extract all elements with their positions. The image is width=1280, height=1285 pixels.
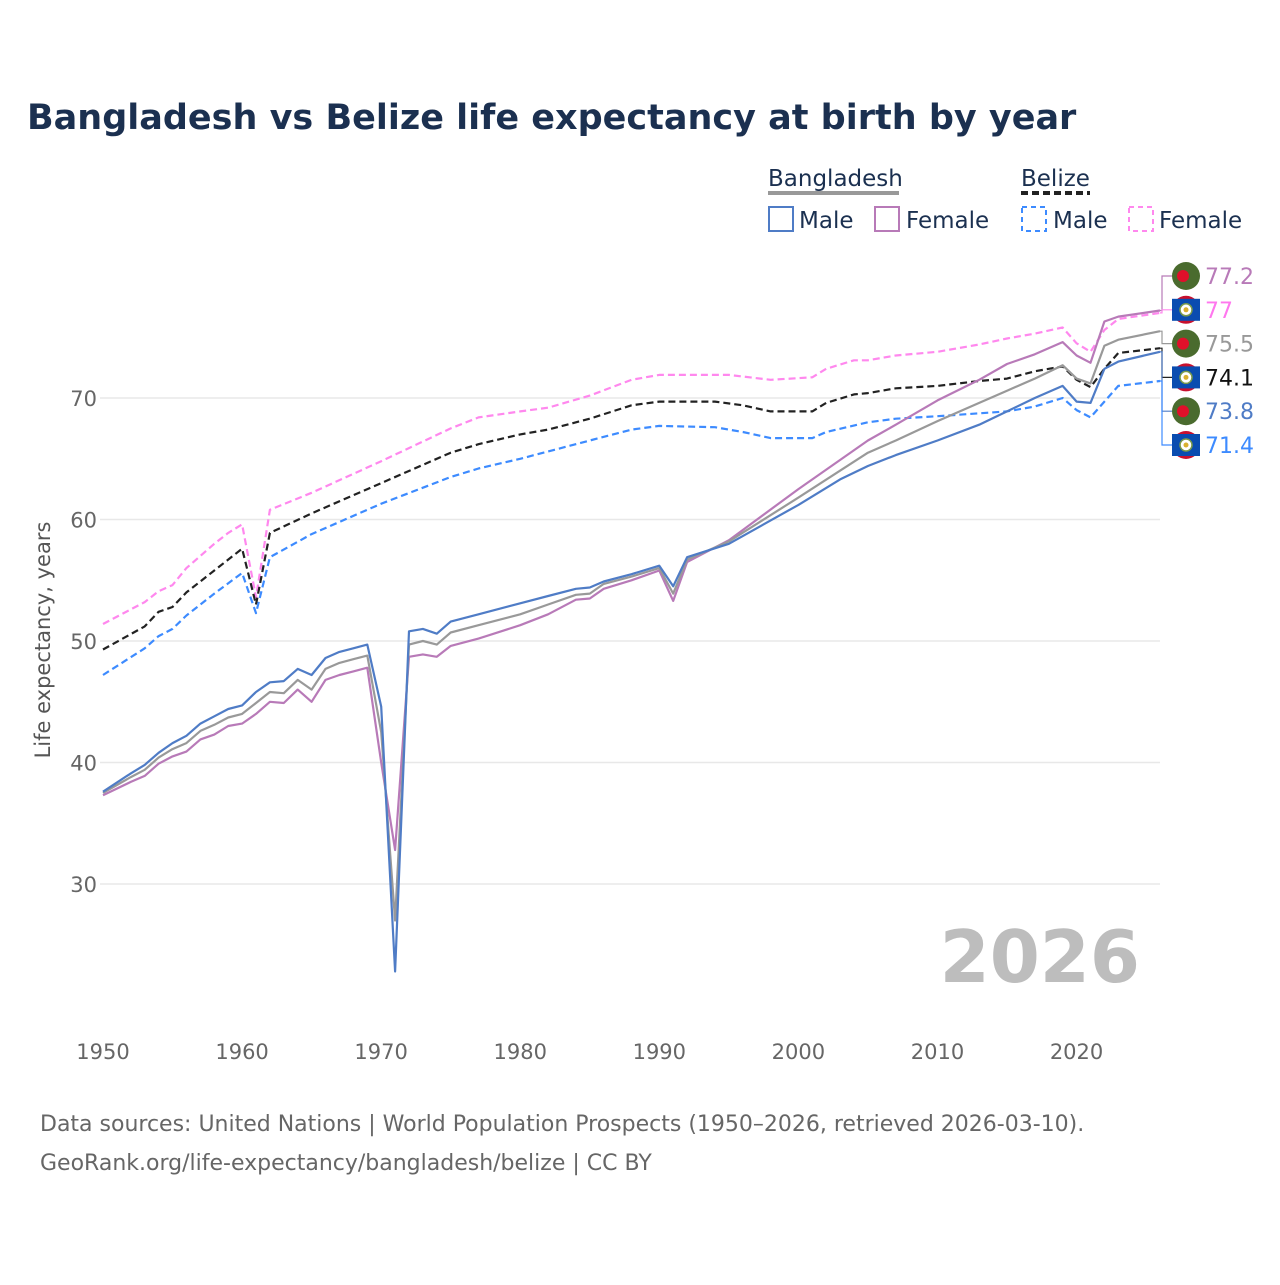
x-axis: 1950 1960 1970 1980 1990 2000 2010 2020: [76, 1040, 1103, 1064]
legend-group-bangladesh: Bangladesh: [768, 166, 903, 192]
x-tick-label: 1970: [354, 1040, 407, 1064]
legend-label: Female: [906, 208, 989, 234]
legend-item-belize-female[interactable]: Female: [1128, 206, 1242, 234]
legend-label: Female: [1159, 208, 1242, 234]
x-tick-label: 1980: [494, 1040, 547, 1064]
series-line-bd_f[interactable]: [102, 309, 1161, 852]
legend-swatch: [1128, 206, 1154, 232]
x-tick-label: 2000: [772, 1040, 825, 1064]
x-tick-label: 2020: [1050, 1040, 1103, 1064]
belize-flag-icon: [1172, 363, 1200, 392]
series-line-bd_t[interactable]: [102, 330, 1161, 922]
y-tick-label: 60: [70, 509, 97, 533]
series-line-bz_t[interactable]: [102, 347, 1161, 651]
bangladesh-flag-icon: [1172, 397, 1200, 426]
legend-swatch: [1021, 206, 1047, 232]
y-axis-label: Life expectancy, years: [31, 522, 55, 759]
source-text: Data sources: United Nations | World Pop…: [40, 1112, 1084, 1137]
end-label-bd_m: 73.8: [1205, 400, 1254, 425]
label-connector: [1160, 380, 1172, 446]
legend-label: Male: [799, 208, 853, 234]
end-label-bd_f: 77.2: [1205, 265, 1254, 290]
label-connector: [1160, 330, 1172, 345]
x-tick-label: 1990: [633, 1040, 686, 1064]
series-lines: [102, 309, 1161, 973]
end-label-bz_f: 77: [1205, 299, 1233, 324]
x-tick-label: 2010: [911, 1040, 964, 1064]
y-axis: 30 40 50 60 70: [70, 387, 97, 897]
legend-swatch: [768, 206, 794, 232]
legend-swatch: [874, 206, 900, 232]
source-link[interactable]: GeoRank.org/life-expectancy/bangladesh/b…: [40, 1151, 652, 1176]
legend-label: Male: [1053, 208, 1107, 234]
legend-item-bangladesh-male[interactable]: Male: [768, 206, 853, 234]
end-labels: 77.2 77 75.5 74.1 73.8 71.4: [1160, 262, 1254, 459]
series-line-bd_m[interactable]: [102, 350, 1161, 973]
legend: Bangladesh Belize Male Female Male Femal…: [768, 166, 1242, 234]
belize-flag-icon: [1172, 431, 1200, 459]
legend-item-belize-male[interactable]: Male: [1021, 206, 1107, 234]
year-watermark: 2026: [940, 915, 1140, 999]
bangladesh-flag-icon: [1172, 262, 1200, 290]
label-connector: [1160, 275, 1172, 312]
end-label-bz_m: 71.4: [1205, 434, 1254, 459]
legend-item-bangladesh-female[interactable]: Female: [874, 206, 989, 234]
end-label-bd_t: 75.5: [1205, 333, 1254, 358]
y-tick-label: 30: [70, 873, 97, 897]
chart-title: Bangladesh vs Belize life expectancy at …: [27, 98, 1077, 138]
gridlines: [100, 397, 1160, 885]
bangladesh-flag-icon: [1172, 329, 1200, 358]
y-tick-label: 50: [70, 630, 97, 654]
series-line-bz_f[interactable]: [102, 311, 1161, 625]
legend-group-belize: Belize: [1021, 166, 1090, 192]
y-tick-label: 40: [70, 752, 97, 776]
belize-flag-icon: [1172, 295, 1200, 324]
series-line-bz_m[interactable]: [102, 379, 1161, 676]
x-tick-label: 1950: [76, 1040, 129, 1064]
label-connector: [1160, 309, 1172, 314]
end-label-bz_t: 74.1: [1205, 366, 1254, 391]
y-tick-label: 70: [70, 387, 97, 411]
x-tick-label: 1960: [215, 1040, 268, 1064]
